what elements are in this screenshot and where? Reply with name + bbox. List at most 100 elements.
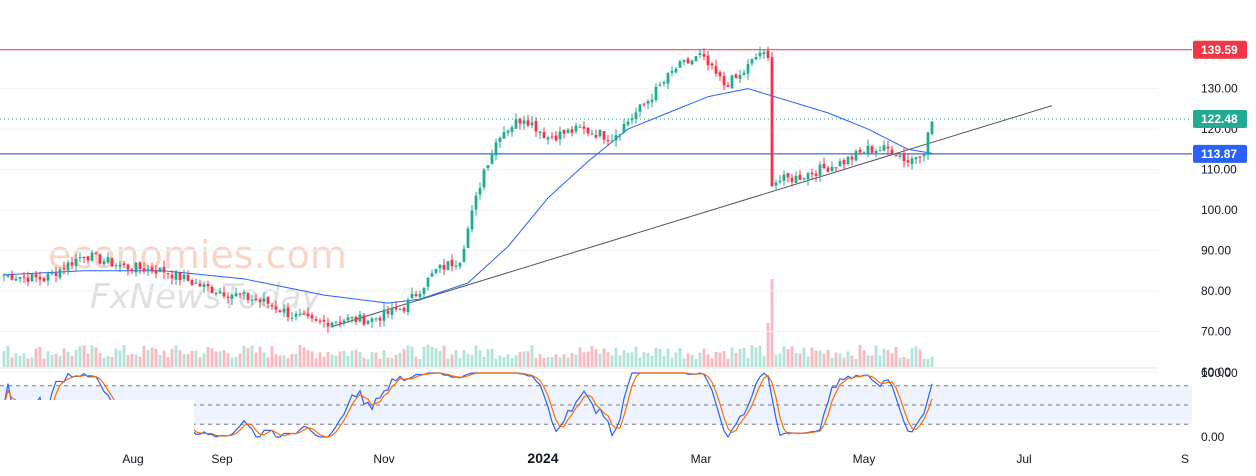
volume-bar	[654, 347, 658, 367]
candle-body	[162, 267, 166, 273]
candle-body	[270, 305, 274, 307]
volume-bar	[202, 353, 206, 367]
candle-body	[342, 320, 346, 324]
candle-body	[498, 137, 502, 142]
candle-body	[914, 157, 918, 160]
candle-body	[806, 173, 810, 180]
volume-bar	[514, 355, 518, 367]
candle-body	[22, 276, 26, 278]
volume-bar	[790, 346, 794, 367]
candle-body	[94, 252, 98, 254]
candle-body	[630, 118, 634, 121]
volume-bar	[690, 354, 694, 367]
candle-body	[50, 272, 54, 275]
volume-bar	[282, 355, 286, 367]
volume-bar	[374, 352, 378, 367]
volume-bar	[134, 354, 138, 367]
volume-bar	[538, 353, 542, 367]
candle-body	[874, 150, 878, 153]
candle-body	[190, 280, 194, 285]
volume-bar	[766, 323, 770, 367]
volume-bar	[294, 354, 298, 367]
candle-body	[910, 158, 914, 165]
volume-bar	[354, 349, 358, 367]
volume-bar	[130, 353, 134, 367]
candle-body	[426, 277, 430, 287]
volume-bar	[214, 351, 218, 367]
candle-body	[898, 155, 902, 157]
volume-bar	[370, 351, 374, 367]
volume-bar	[90, 345, 94, 367]
candle-body	[766, 50, 770, 58]
volume-bars	[2, 279, 934, 367]
volume-bar	[602, 348, 606, 367]
candle-body	[534, 120, 538, 132]
candle-body	[122, 263, 126, 265]
volume-bar	[890, 353, 894, 367]
volume-bar	[266, 357, 270, 367]
candle-body	[158, 267, 162, 273]
volume-bar	[558, 357, 562, 367]
volume-bar	[914, 346, 918, 367]
volume-bar	[682, 358, 686, 367]
candle-body	[466, 228, 470, 249]
price-tags: 139.59 122.48 113.87	[1193, 40, 1247, 163]
candle-body	[506, 130, 510, 133]
candle-body	[106, 257, 110, 263]
candle-body	[770, 57, 774, 187]
volume-bar	[106, 355, 110, 367]
volume-bar	[26, 358, 30, 367]
candle-body	[470, 210, 474, 230]
candle-body	[210, 286, 214, 293]
volume-bar	[882, 348, 886, 367]
candle-body	[86, 256, 90, 261]
candle-body	[174, 271, 178, 280]
candle-body	[710, 63, 714, 66]
candle-body	[654, 86, 658, 100]
candle-body	[430, 273, 434, 277]
volume-bar	[446, 358, 450, 367]
volume-bar	[698, 352, 702, 367]
candle-body	[214, 292, 218, 295]
volume-bar	[622, 350, 626, 367]
candle-body	[694, 56, 698, 61]
volume-bar	[710, 358, 714, 367]
candle-body	[326, 323, 330, 327]
time-axis: Aug Sep Nov 2024 Mar May Jul S	[122, 450, 1189, 466]
candle-body	[438, 264, 442, 269]
volume-bar	[646, 352, 650, 367]
volume-bar	[722, 351, 726, 367]
candle-body	[262, 298, 266, 302]
candle-body	[646, 101, 650, 104]
time-tick-label: Nov	[373, 452, 394, 466]
candle-body	[678, 61, 682, 68]
volume-bar	[650, 355, 654, 367]
candle-body	[838, 161, 842, 167]
volume-bar	[554, 354, 558, 367]
volume-bar	[726, 358, 730, 367]
volume-bar	[662, 356, 666, 367]
volume-bar	[774, 354, 778, 367]
candle-body	[830, 166, 834, 172]
volume-bar	[702, 348, 706, 367]
oscillator-label-mask	[0, 400, 194, 436]
candle-body	[842, 160, 846, 165]
candle-body	[666, 73, 670, 84]
candle-body	[302, 313, 306, 315]
volume-bar	[326, 352, 330, 367]
candle-body	[778, 180, 782, 183]
time-tick-label: May	[853, 452, 876, 466]
candle-body	[298, 314, 302, 316]
volume-bar	[42, 358, 46, 367]
candle-body	[854, 151, 858, 161]
volume-bar	[322, 356, 326, 367]
time-tick-label: Aug	[122, 452, 143, 466]
candle-body	[222, 292, 226, 297]
candle-body	[386, 310, 390, 314]
volume-bar	[714, 351, 718, 367]
volume-bar	[838, 353, 842, 367]
trendline-layer	[331, 105, 1053, 328]
volume-bar	[570, 353, 574, 367]
candle-body	[238, 293, 242, 295]
